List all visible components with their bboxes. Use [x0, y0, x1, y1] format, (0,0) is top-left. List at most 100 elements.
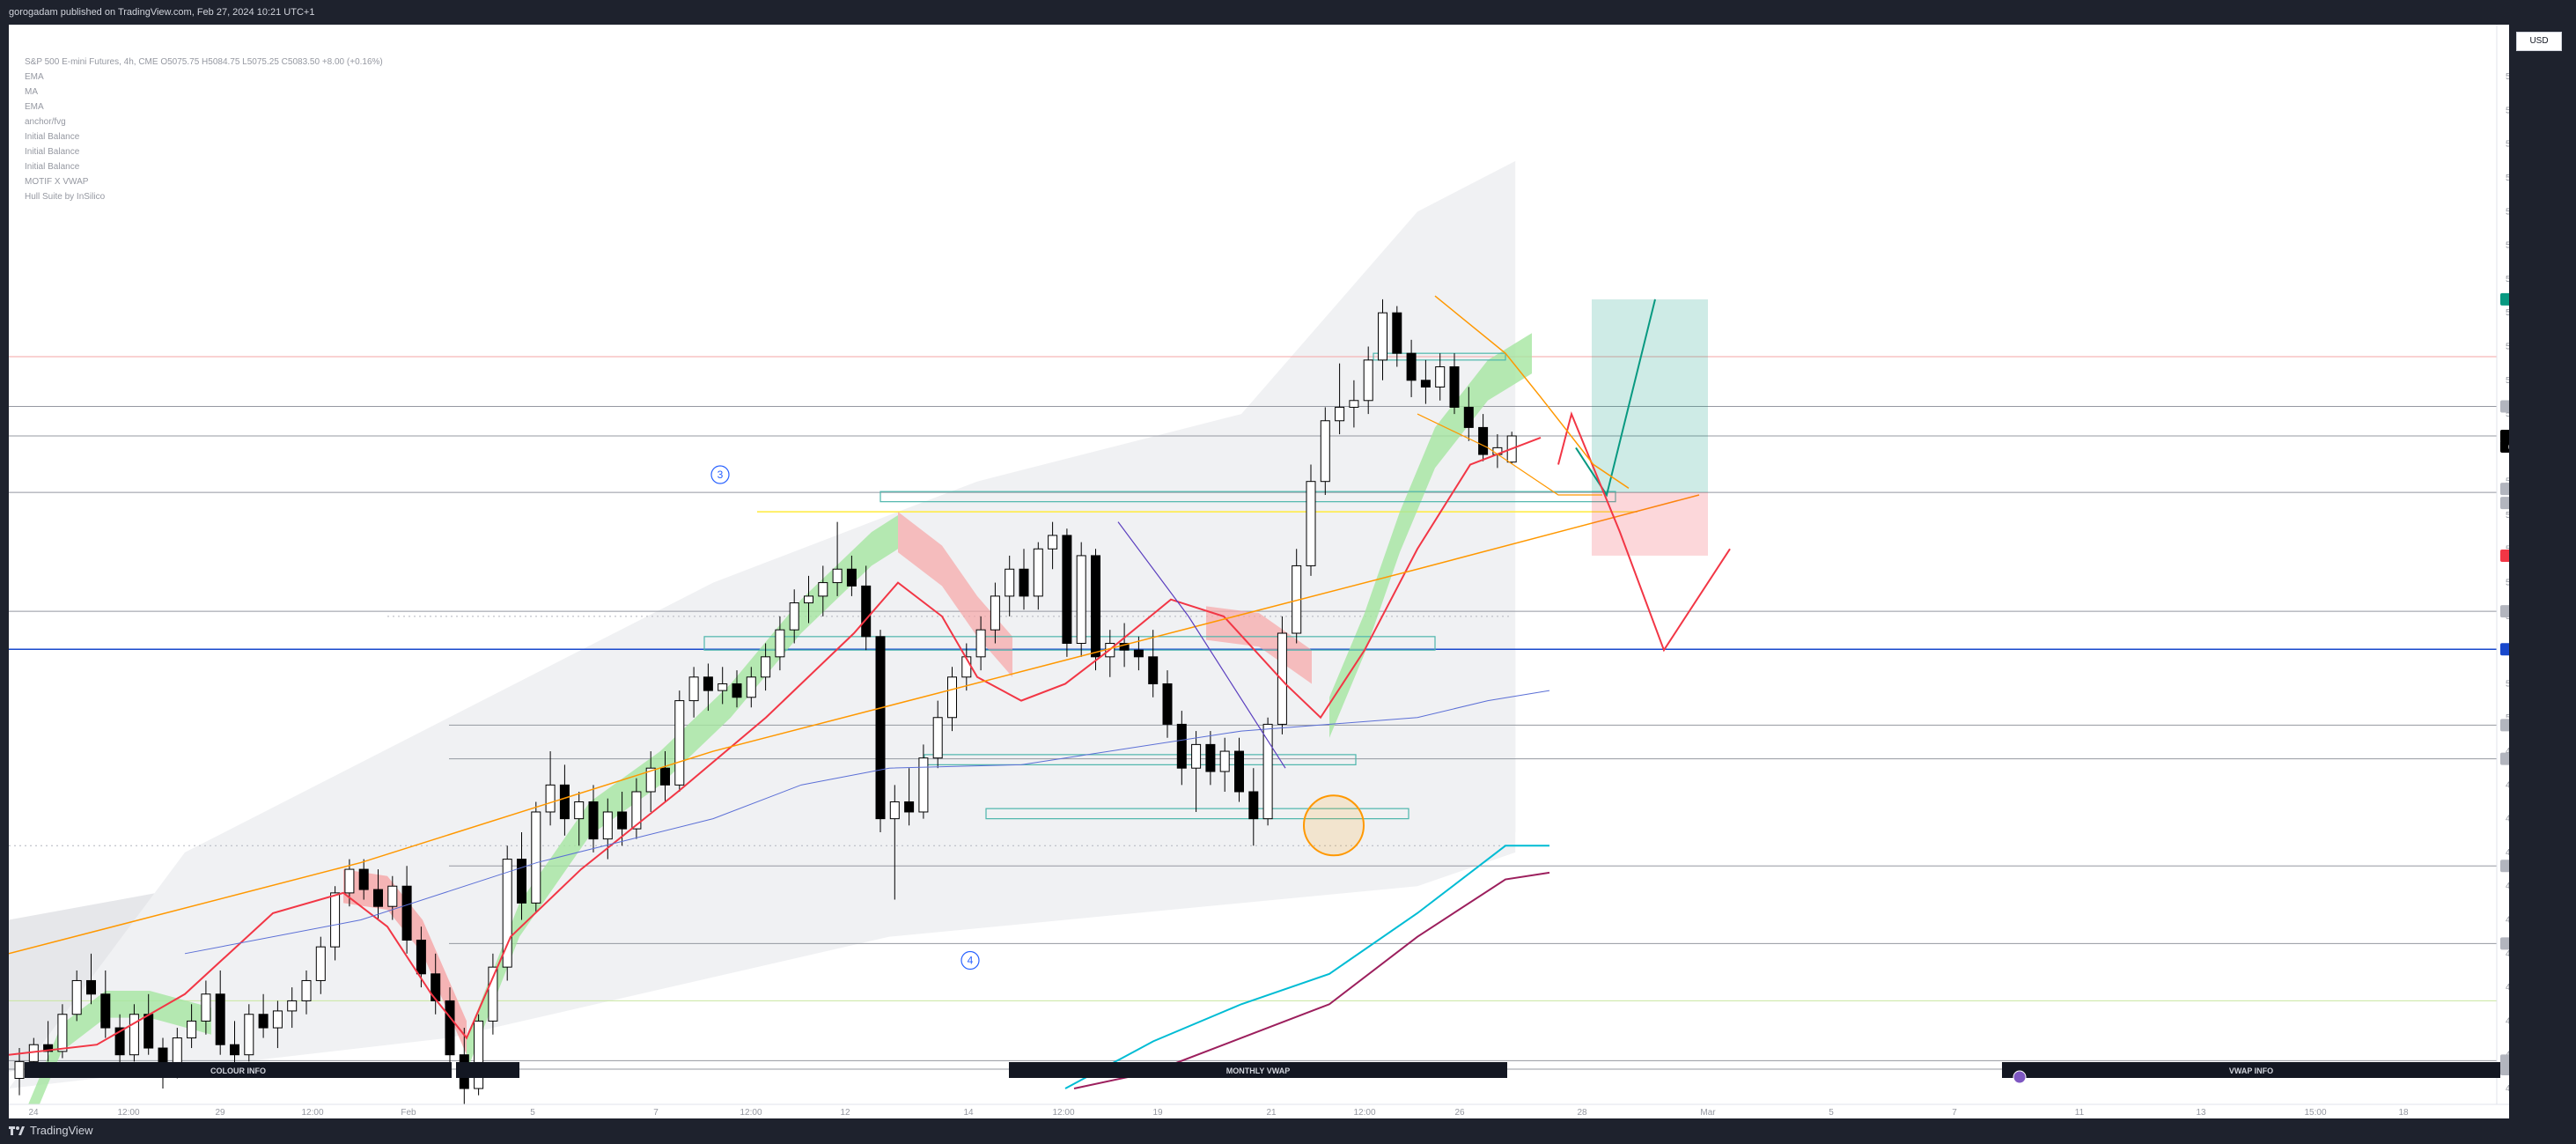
- candle-up[interactable]: [272, 1010, 283, 1029]
- candle-up[interactable]: [947, 676, 957, 719]
- candle-down[interactable]: [373, 889, 383, 907]
- candle-down[interactable]: [230, 1044, 239, 1056]
- circle-annotation[interactable]: [1303, 794, 1365, 857]
- price-tag[interactable]: [2500, 937, 2509, 950]
- candle-up[interactable]: [789, 602, 799, 631]
- price-tag[interactable]: [2500, 643, 2509, 656]
- indicator-label[interactable]: anchor/fvg: [25, 117, 66, 127]
- candle-up[interactable]: [1048, 535, 1058, 550]
- candle-down[interactable]: [517, 859, 526, 904]
- candle-up[interactable]: [918, 757, 929, 813]
- candle-down[interactable]: [617, 811, 628, 830]
- candle-up[interactable]: [932, 717, 943, 759]
- candle-up[interactable]: [71, 979, 82, 1015]
- chart-pane[interactable]: 344890.004900.004910.004920.004930.00494…: [9, 25, 2509, 1118]
- candle-up[interactable]: [1363, 359, 1373, 402]
- candle-down[interactable]: [861, 585, 872, 638]
- candle-down[interactable]: [1205, 743, 1216, 772]
- indicator-label[interactable]: Initial Balance: [25, 162, 80, 172]
- candle-up[interactable]: [1320, 420, 1330, 483]
- wave-label-circle[interactable]: [710, 465, 730, 484]
- indicator-label[interactable]: Initial Balance: [25, 147, 80, 157]
- candle-up[interactable]: [975, 629, 986, 658]
- candle-down[interactable]: [1234, 750, 1244, 793]
- candle-down[interactable]: [1406, 352, 1417, 381]
- candle-up[interactable]: [1033, 548, 1043, 597]
- candle-down[interactable]: [846, 568, 857, 587]
- candle-up[interactable]: [502, 859, 512, 968]
- price-tag[interactable]: [2500, 400, 2509, 413]
- candle-up[interactable]: [1277, 632, 1287, 725]
- candle-up[interactable]: [1435, 365, 1446, 387]
- info-panel[interactable]: [25, 1062, 452, 1078]
- price-tag[interactable]: [2500, 439, 2509, 453]
- candle-up[interactable]: [832, 568, 843, 584]
- candle-down[interactable]: [703, 676, 713, 691]
- candle-down[interactable]: [1062, 535, 1072, 645]
- candle-up[interactable]: [1191, 743, 1202, 769]
- candle-up[interactable]: [387, 885, 398, 907]
- candle-down[interactable]: [732, 683, 742, 698]
- candle-down[interactable]: [1019, 568, 1029, 597]
- candle-up[interactable]: [344, 868, 355, 894]
- wave-label-circle[interactable]: [960, 950, 980, 971]
- candle-down[interactable]: [100, 993, 111, 1029]
- candle-down[interactable]: [431, 973, 441, 1001]
- tz-badge-icon[interactable]: [2013, 1070, 2027, 1084]
- candle-up[interactable]: [1335, 406, 1345, 422]
- indicator-label[interactable]: EMA: [25, 72, 44, 82]
- candle-down[interactable]: [86, 979, 96, 995]
- candle-up[interactable]: [645, 767, 656, 793]
- candle-up[interactable]: [1219, 750, 1230, 772]
- candle-up[interactable]: [301, 979, 312, 1001]
- price-tag[interactable]: [2500, 549, 2509, 562]
- candle-down[interactable]: [1248, 791, 1259, 820]
- candle-down[interactable]: [258, 1014, 269, 1029]
- candle-up[interactable]: [1306, 481, 1316, 566]
- candle-up[interactable]: [187, 1020, 197, 1039]
- tradingview-logo[interactable]: TradingView: [9, 1124, 93, 1137]
- candle-down[interactable]: [1162, 683, 1173, 725]
- candle-down[interactable]: [114, 1027, 125, 1056]
- candle-down[interactable]: [1449, 365, 1460, 408]
- candle-up[interactable]: [718, 683, 728, 691]
- candle-up[interactable]: [1349, 400, 1359, 408]
- candle-up[interactable]: [761, 656, 771, 678]
- indicator-label[interactable]: MOTIF X VWAP: [25, 177, 89, 187]
- candle-down[interactable]: [416, 940, 426, 975]
- candle-up[interactable]: [818, 582, 828, 597]
- candle-down[interactable]: [875, 636, 886, 820]
- candle-down[interactable]: [445, 1000, 455, 1056]
- candle-down[interactable]: [1091, 555, 1100, 658]
- indicator-label[interactable]: MA: [25, 87, 38, 97]
- candle-down[interactable]: [401, 885, 412, 941]
- candle-down[interactable]: [43, 1044, 54, 1052]
- candle-up[interactable]: [990, 595, 1000, 631]
- candle-up[interactable]: [129, 1014, 139, 1056]
- candle-down[interactable]: [215, 993, 225, 1045]
- candle-down[interactable]: [144, 1014, 154, 1049]
- info-panel[interactable]: [2002, 1062, 2500, 1078]
- price-tag[interactable]: [2500, 752, 2509, 765]
- chart-canvas[interactable]: 344890.004900.004910.004920.004930.00494…: [9, 25, 2509, 1118]
- candle-up[interactable]: [688, 676, 699, 702]
- candle-up[interactable]: [1076, 555, 1086, 645]
- currency-selector[interactable]: USD: [2516, 32, 2562, 51]
- price-tag[interactable]: [2500, 719, 2509, 732]
- candle-down[interactable]: [1478, 426, 1489, 455]
- price-tag[interactable]: [2500, 429, 2509, 442]
- candle-up[interactable]: [775, 629, 785, 658]
- candle-down[interactable]: [660, 767, 670, 786]
- price-tag[interactable]: [2500, 1062, 2509, 1075]
- candle-up[interactable]: [1005, 568, 1015, 597]
- info-panel[interactable]: [456, 1062, 519, 1078]
- price-tag[interactable]: [2500, 483, 2509, 496]
- candle-up[interactable]: [330, 892, 341, 948]
- candle-down[interactable]: [1133, 649, 1144, 658]
- candle-down[interactable]: [1420, 380, 1431, 387]
- candle-up[interactable]: [889, 801, 900, 820]
- candle-up[interactable]: [244, 1014, 254, 1056]
- candle-down[interactable]: [358, 868, 369, 890]
- candle-up[interactable]: [1262, 723, 1273, 820]
- price-tag[interactable]: [2500, 605, 2509, 618]
